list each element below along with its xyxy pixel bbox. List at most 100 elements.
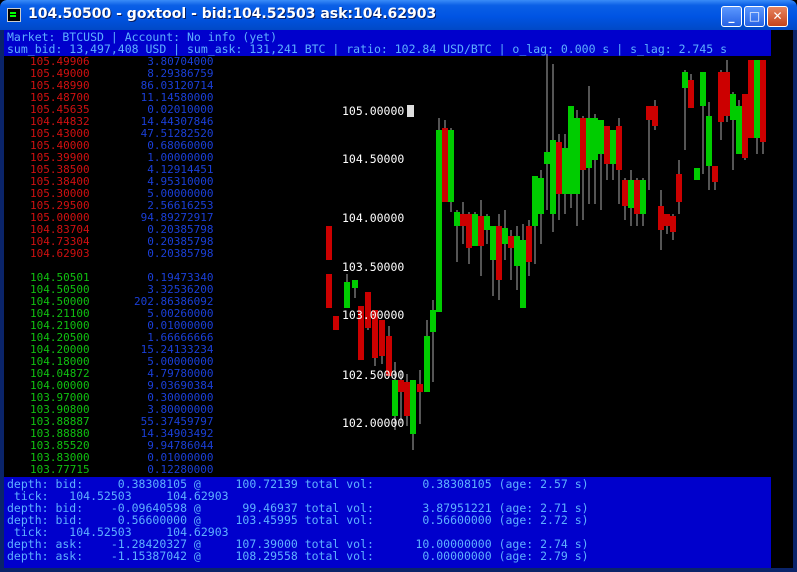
ask-price: 105.43000 — [30, 127, 90, 140]
candle-down — [622, 180, 628, 206]
market-status-line: Market: BTCUSD | Account: No info (yet) — [7, 30, 278, 44]
candle-up — [532, 176, 538, 226]
bid-volume: 9.03690384 — [134, 379, 214, 392]
candle-down — [688, 80, 694, 108]
candle-down — [466, 214, 472, 248]
candle-up — [682, 72, 688, 88]
ask-price: 105.30000 — [30, 187, 90, 200]
ask-price: 105.40000 — [30, 139, 90, 152]
ask-price: 105.29500 — [30, 199, 90, 212]
bid-volume: 55.37459797 — [134, 415, 214, 428]
title-bar[interactable]: 104.50500 - goxtool - bid:104.52503 ask:… — [0, 0, 797, 30]
ask-volume: 94.89272917 — [134, 211, 214, 224]
log-line: depth: ask: -1.28420327 @ 107.39000 tota… — [7, 537, 589, 551]
candle-down — [478, 216, 484, 246]
ask-volume: 86.03120714 — [134, 79, 214, 92]
candle-down — [604, 126, 610, 164]
bid-volume: 0.30000000 — [134, 391, 214, 404]
ask-volume: 1.00000000 — [134, 151, 214, 164]
ask-volume: 0.20385798 — [134, 247, 214, 260]
candle-down — [724, 72, 730, 116]
ask-volume: 0.02010000 — [134, 103, 214, 116]
candle-down — [616, 126, 622, 170]
bid-price: 103.88887 — [30, 415, 90, 428]
bid-price: 104.21000 — [30, 319, 90, 332]
candle-down — [658, 206, 664, 230]
candle-up — [520, 240, 526, 308]
ask-volume: 0.68060000 — [134, 139, 214, 152]
candle-down — [326, 226, 332, 260]
minimize-button[interactable]: _ — [721, 6, 742, 27]
candle-up — [490, 226, 496, 260]
candle-down — [496, 226, 502, 280]
candle-down — [526, 226, 532, 262]
ask-volume: 0.20385798 — [134, 235, 214, 248]
bid-price: 103.83000 — [30, 451, 90, 464]
candle-down — [379, 320, 385, 356]
candle-up — [544, 152, 550, 164]
close-button[interactable]: ✕ — [767, 6, 788, 27]
candle-up — [562, 148, 568, 194]
candle-up — [754, 60, 760, 138]
candle-up — [730, 94, 736, 120]
bid-volume: 15.24133234 — [134, 343, 214, 356]
bid-price: 103.77715 — [30, 463, 90, 476]
bid-price: 104.50000 — [30, 295, 90, 308]
bid-volume: 0.01000000 — [134, 451, 214, 464]
y-axis-label: 102.00000 — [342, 416, 405, 430]
terminal-icon[interactable] — [7, 8, 21, 22]
bid-price: 104.21100 — [30, 307, 90, 320]
candle-down — [670, 216, 676, 232]
ask-price: 104.44832 — [30, 115, 90, 128]
candle-down — [417, 384, 423, 392]
candle-down — [634, 180, 640, 214]
log-line: depth: bid: 0.56600000 @ 103.45995 total… — [7, 513, 589, 527]
ask-volume: 4.95310000 — [134, 175, 214, 188]
candle-down — [460, 214, 466, 226]
candle-up — [736, 106, 742, 154]
ask-price: 105.48990 — [30, 79, 90, 92]
ask-volume: 2.56616253 — [134, 199, 214, 212]
right-margin — [771, 30, 793, 568]
y-axis-label: 105.00000 — [342, 104, 405, 118]
candle-up — [628, 180, 634, 208]
candle-up — [610, 130, 616, 164]
y-axis-label: 103.50000 — [342, 260, 405, 274]
candle-down — [333, 316, 339, 330]
bid-price: 104.20000 — [30, 343, 90, 356]
ask-volume: 0.20385798 — [134, 223, 214, 236]
ask-price: 105.45635 — [30, 103, 90, 116]
text-cursor — [407, 105, 414, 117]
log-line: depth: ask: -1.15387042 @ 108.29558 tota… — [7, 549, 589, 563]
ask-price: 105.49000 — [30, 67, 90, 80]
log-panel — [4, 477, 771, 568]
candle-up — [436, 130, 442, 312]
bid-volume: 4.79780000 — [134, 367, 214, 380]
y-axis-label: 104.50000 — [342, 152, 405, 166]
candle-up — [586, 118, 592, 168]
candle-up — [514, 236, 520, 266]
bid-price: 103.97000 — [30, 391, 90, 404]
maximize-button[interactable]: □ — [744, 6, 765, 27]
candle-down — [404, 382, 410, 416]
candle-down — [508, 236, 514, 248]
candle-down — [748, 60, 754, 138]
candle-up — [700, 72, 706, 106]
candle-up — [392, 380, 398, 416]
candle-down — [664, 214, 670, 226]
bid-volume: 9.94786044 — [134, 439, 214, 452]
bid-price: 104.18000 — [30, 355, 90, 368]
candle-up — [538, 178, 544, 214]
candle-up — [592, 118, 598, 160]
ask-price: 105.38500 — [30, 163, 90, 176]
ask-volume: 3.80704000 — [134, 55, 214, 68]
candle-up — [640, 180, 646, 214]
candle-up — [568, 106, 574, 194]
y-axis-label: 103.00000 — [342, 308, 405, 322]
candle-down — [442, 128, 448, 202]
candle-down — [580, 118, 586, 170]
bid-volume: 14.34903492 — [134, 427, 214, 440]
candle-up — [502, 228, 508, 244]
candle-down — [718, 72, 724, 122]
candle-down — [386, 336, 392, 376]
